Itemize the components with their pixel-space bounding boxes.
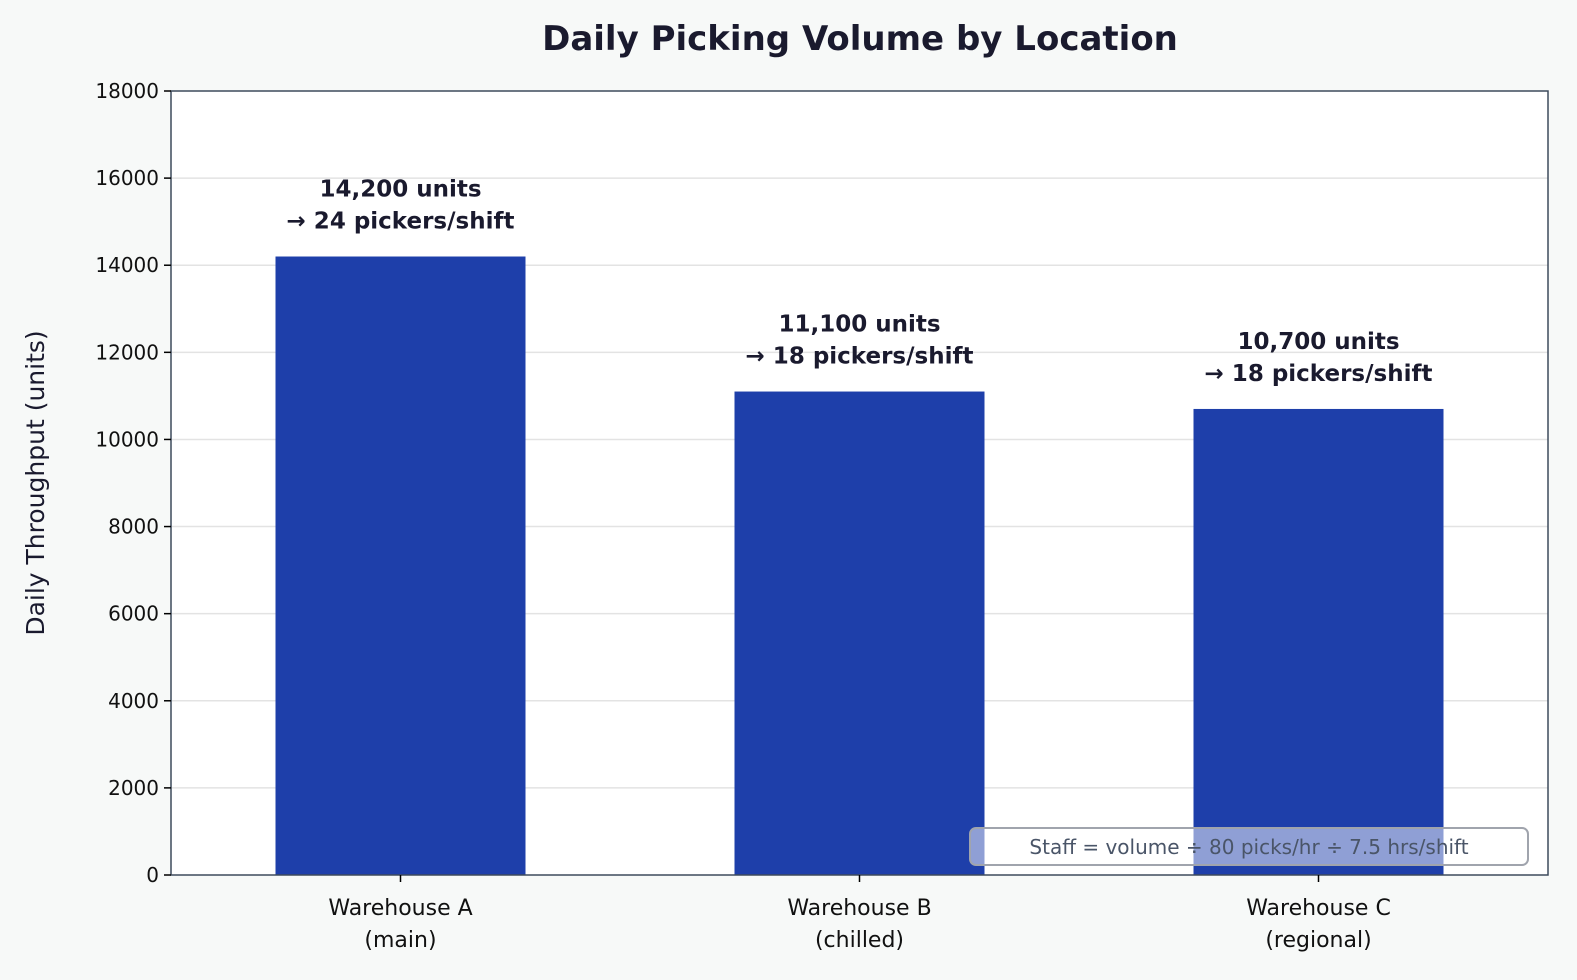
y-tick-label: 18000 [95, 79, 159, 103]
annotation-text: Staff = volume ÷ 80 picks/hr ÷ 7.5 hrs/s… [1029, 835, 1468, 859]
x-tick-label: (chilled) [815, 928, 904, 953]
formula-annotation: Staff = volume ÷ 80 picks/hr ÷ 7.5 hrs/s… [969, 827, 1529, 866]
y-tick-label: 6000 [108, 602, 159, 626]
data-label-staff: → 18 pickers/shift [1205, 361, 1433, 387]
y-tick-label: 4000 [108, 689, 159, 713]
bar [734, 391, 985, 875]
y-tick-label: 0 [146, 863, 159, 887]
data-label-units: 11,100 units [778, 312, 940, 338]
x-tick-label: Warehouse B [787, 896, 931, 921]
y-tick-label: 2000 [108, 776, 159, 800]
y-axis-label: Daily Throughput (units) [21, 330, 50, 635]
x-tick-label: (main) [364, 928, 436, 953]
x-tick-label: Warehouse C [1246, 896, 1391, 921]
annotation-box [969, 827, 1529, 866]
y-tick-label: 12000 [95, 340, 159, 364]
data-label-staff: → 24 pickers/shift [287, 209, 515, 235]
data-label-units: 14,200 units [319, 177, 481, 203]
x-tick-label: (regional) [1265, 928, 1371, 953]
x-tick-label: Warehouse A [328, 896, 472, 921]
chart-title: Daily Picking Volume by Location [542, 19, 1178, 59]
bar [1193, 408, 1444, 875]
data-label-units: 10,700 units [1237, 329, 1399, 355]
y-tick-label: 8000 [108, 515, 159, 539]
data-label-staff: → 18 pickers/shift [746, 344, 974, 370]
y-tick-label: 16000 [95, 166, 159, 190]
bar [275, 256, 526, 875]
y-tick-label: 14000 [95, 253, 159, 277]
y-tick-label: 10000 [95, 427, 159, 451]
